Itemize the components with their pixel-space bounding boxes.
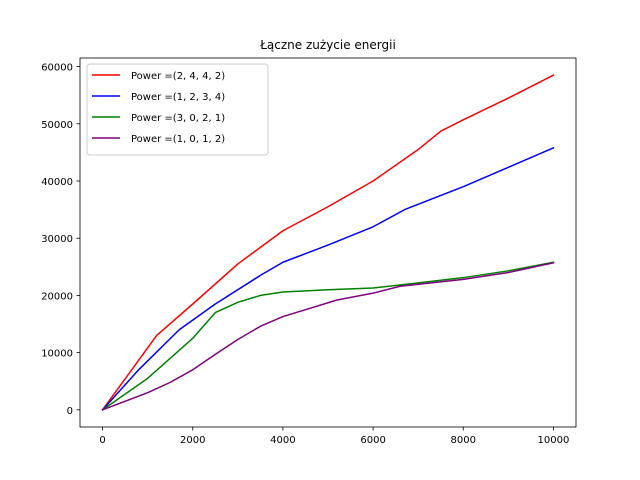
y-tick-label: 0	[67, 406, 73, 417]
legend-label-1: Power =(2, 4, 4, 2)	[131, 71, 225, 82]
series-line-4	[101, 261, 555, 411]
x-tick-label: 2000	[180, 435, 205, 446]
legend-box	[86, 63, 269, 156]
x-tick-label: 8000	[451, 435, 476, 446]
legend-label-2: Power =(1, 2, 3, 4)	[131, 92, 225, 103]
legend-label-4: Power =(1, 0, 1, 2)	[131, 134, 225, 145]
legend: Power =(2, 4, 4, 2) Power =(1, 2, 3, 4) Po…	[86, 63, 269, 156]
series-line-2	[101, 146, 555, 411]
x-tick-label: 0	[99, 435, 105, 446]
y-tick-label: 10000	[41, 349, 73, 360]
series-line-3	[101, 261, 555, 411]
x-tick-label: 10000	[538, 435, 570, 446]
y-tick-label: 30000	[41, 234, 73, 245]
series-layer	[101, 74, 555, 411]
axes-layer: 0 2000 4000 6000 8000 10000 0 10000 20000 30000 40…	[41, 57, 577, 446]
y-tick-label: 60000	[41, 63, 73, 74]
x-tick-label: 6000	[360, 435, 385, 446]
legend-label-3: Power =(3, 0, 2, 1)	[131, 113, 225, 124]
x-tick-label: 4000	[270, 435, 295, 446]
chart-title: Łączne zużycie energii	[259, 38, 396, 52]
series-line-1	[101, 74, 555, 411]
plot-frame	[79, 57, 577, 428]
y-tick-label: 40000	[41, 177, 73, 188]
y-tick-label: 20000	[41, 291, 73, 302]
y-tick-label: 50000	[41, 120, 73, 131]
